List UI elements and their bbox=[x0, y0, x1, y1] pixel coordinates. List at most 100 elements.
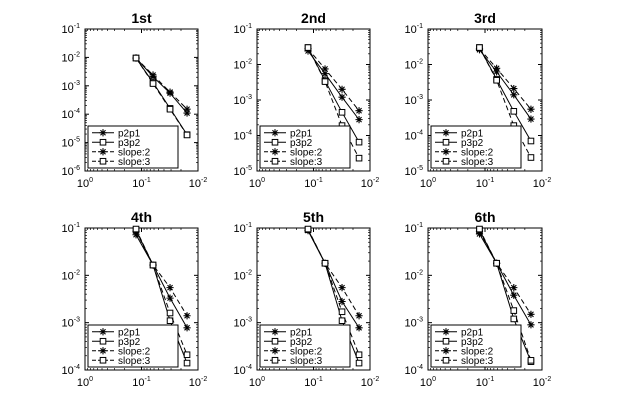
x-tick-label-base: 10 bbox=[420, 178, 432, 190]
data-point bbox=[355, 312, 363, 320]
x-tick-label-base: 10 bbox=[361, 178, 373, 190]
x-tick-label: 10-2 bbox=[533, 376, 552, 389]
y-tick-label-exp: -1 bbox=[74, 222, 80, 229]
x-tick-label-base: 10 bbox=[189, 377, 201, 389]
y-tick-label-exp: -1 bbox=[246, 23, 252, 30]
series-line bbox=[135, 234, 188, 329]
series-line bbox=[135, 57, 188, 114]
data-point bbox=[183, 105, 191, 113]
data-point bbox=[183, 312, 191, 320]
data-point bbox=[132, 54, 140, 62]
x-tick-label: 10-1 bbox=[476, 177, 495, 190]
y-tick-label: 10-4 bbox=[234, 130, 253, 143]
series-line bbox=[479, 228, 532, 361]
legend-label: slope:3 bbox=[461, 356, 494, 367]
data-point bbox=[149, 261, 157, 269]
y-tick-label: 10-1 bbox=[405, 222, 424, 235]
series-line bbox=[135, 57, 188, 136]
series-line bbox=[307, 229, 360, 317]
x-tick-label: 10-1 bbox=[304, 177, 323, 190]
data-point bbox=[338, 109, 346, 116]
y-tick-label-exp: -1 bbox=[246, 222, 252, 229]
legend-marker bbox=[442, 148, 450, 156]
y-tick-label-exp: -2 bbox=[246, 269, 252, 276]
y-tick-label-exp: -4 bbox=[246, 364, 252, 371]
x-tick-label-exp: 0 bbox=[432, 376, 436, 383]
x-tick-label-exp: 0 bbox=[89, 376, 93, 383]
data-point bbox=[510, 108, 518, 115]
y-tick-label-base: 10 bbox=[62, 24, 74, 36]
x-tick-label-exp: -1 bbox=[145, 177, 151, 184]
legend-marker bbox=[99, 148, 107, 156]
x-tick-label-exp: -2 bbox=[373, 177, 379, 184]
data-point bbox=[338, 308, 346, 316]
data-point bbox=[338, 284, 346, 292]
x-tick-label-exp: -2 bbox=[201, 177, 207, 184]
legend-label: slope:2 bbox=[290, 346, 323, 357]
legend-marker bbox=[99, 138, 107, 146]
x-tick-label: 10-2 bbox=[533, 177, 552, 190]
legend-label: p3p2 bbox=[118, 337, 141, 348]
data-point bbox=[493, 76, 500, 84]
series-line bbox=[479, 49, 532, 120]
y-tick-label-exp: -3 bbox=[74, 317, 80, 324]
plot-title: 6th bbox=[475, 209, 496, 225]
x-tick-label-base: 10 bbox=[361, 377, 373, 389]
series-line bbox=[135, 57, 188, 135]
data-point bbox=[527, 310, 535, 318]
series-line bbox=[479, 233, 532, 326]
data-point bbox=[166, 309, 174, 317]
data-point bbox=[527, 137, 535, 145]
legend-label: p2p1 bbox=[290, 327, 313, 338]
x-tick-label: 100 bbox=[249, 177, 265, 190]
x-tick-label: 10-1 bbox=[476, 376, 495, 389]
data-point bbox=[476, 44, 483, 51]
y-tick-label-exp: -3 bbox=[246, 94, 252, 101]
plot-title: 2nd bbox=[301, 10, 326, 26]
data-point bbox=[149, 80, 157, 87]
data-point bbox=[338, 85, 346, 93]
x-tick-label: 100 bbox=[249, 376, 265, 389]
data-point bbox=[338, 317, 346, 325]
series-line bbox=[135, 228, 188, 355]
plot-title: 4th bbox=[131, 209, 152, 225]
y-tick-label-exp: -5 bbox=[417, 165, 423, 172]
x-tick-label-base: 10 bbox=[132, 377, 144, 389]
y-tick-label-exp: -6 bbox=[74, 165, 80, 172]
y-tick-label: 10-2 bbox=[405, 269, 424, 282]
data-point bbox=[183, 131, 191, 139]
x-tick-label-exp: -2 bbox=[545, 177, 551, 184]
y-tick-label: 10-4 bbox=[62, 364, 81, 377]
x-tick-label-base: 10 bbox=[476, 377, 488, 389]
y-tick-label-exp: -3 bbox=[246, 317, 252, 324]
x-tick-label-base: 10 bbox=[77, 377, 89, 389]
series-line bbox=[135, 231, 188, 317]
y-tick-label-base: 10 bbox=[405, 223, 417, 235]
y-tick-label: 10-1 bbox=[62, 23, 81, 36]
y-tick-label-exp: -4 bbox=[74, 364, 80, 371]
data-point bbox=[149, 71, 157, 79]
y-tick-label-exp: -2 bbox=[74, 51, 80, 58]
data-point bbox=[510, 315, 518, 323]
y-tick-label-base: 10 bbox=[62, 365, 74, 377]
series-line bbox=[307, 47, 360, 159]
data-point bbox=[510, 284, 518, 292]
x-tick-label: 100 bbox=[420, 376, 436, 389]
legend-marker bbox=[442, 356, 450, 364]
y-tick-label-exp: -3 bbox=[417, 317, 423, 324]
y-tick-label-exp: -5 bbox=[246, 165, 252, 172]
data-point bbox=[355, 324, 363, 332]
data-point bbox=[166, 284, 174, 292]
data-point bbox=[355, 359, 363, 367]
legend-marker bbox=[271, 148, 279, 156]
data-point bbox=[183, 351, 191, 359]
y-tick-label: 10-3 bbox=[234, 317, 253, 330]
